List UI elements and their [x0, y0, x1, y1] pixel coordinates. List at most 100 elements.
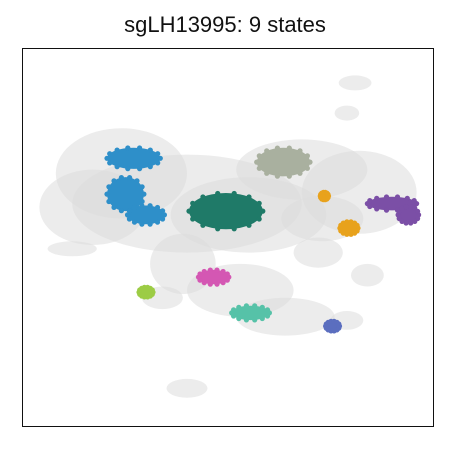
state-cluster — [127, 205, 165, 225]
state-point — [118, 175, 124, 181]
background-cell-region — [338, 75, 372, 91]
state-point — [125, 166, 131, 172]
state-point — [412, 218, 418, 224]
state-point — [256, 200, 262, 206]
state-point — [118, 208, 124, 214]
state-point — [107, 160, 113, 166]
state-point — [147, 164, 153, 170]
state-clusters — [104, 145, 422, 334]
state-point — [124, 212, 131, 218]
background-cell-region — [351, 263, 384, 287]
state-cluster — [107, 177, 144, 212]
state-point — [214, 267, 220, 273]
state-series — [229, 303, 272, 323]
state-point — [383, 194, 390, 200]
state-point — [344, 219, 350, 225]
state-point — [186, 208, 192, 214]
state-point — [155, 160, 161, 166]
state-point — [114, 147, 120, 153]
state-point — [104, 191, 110, 197]
state-point — [111, 178, 117, 184]
state-point — [137, 166, 143, 172]
state-point — [297, 148, 303, 154]
state-point — [139, 221, 145, 227]
state-point — [236, 304, 242, 310]
state-point — [231, 190, 237, 197]
state-point — [404, 195, 410, 201]
state-point — [256, 153, 262, 159]
state-point — [215, 226, 221, 232]
state-point — [154, 219, 161, 225]
state-point — [137, 145, 143, 151]
state-point — [297, 170, 303, 176]
state-cluster — [189, 193, 263, 230]
state-series — [195, 267, 232, 287]
state-point — [231, 226, 237, 232]
state-point — [160, 216, 166, 222]
state-point — [201, 280, 207, 286]
state-point — [214, 281, 220, 287]
state-point — [200, 222, 206, 228]
state-point — [246, 222, 252, 228]
state-point — [197, 271, 203, 277]
state-point — [139, 198, 145, 205]
state-point — [259, 315, 265, 322]
state-point — [274, 145, 280, 151]
state-point — [246, 194, 252, 200]
state-point — [220, 280, 226, 286]
state-point — [224, 271, 230, 277]
state-point — [264, 307, 271, 313]
state-series — [317, 189, 361, 237]
state-cluster — [256, 147, 310, 177]
state-point — [231, 307, 237, 313]
state-point — [220, 268, 226, 275]
state-point — [207, 281, 213, 287]
state-point — [411, 198, 417, 204]
state-cluster — [107, 147, 161, 169]
state-point — [286, 145, 292, 151]
state-point — [274, 173, 280, 179]
state-point — [254, 159, 260, 165]
state-point — [243, 303, 249, 309]
state-point — [403, 204, 409, 210]
state-point — [259, 304, 265, 310]
state-point — [141, 191, 147, 197]
state-point — [157, 155, 163, 161]
state-point — [207, 267, 213, 273]
state-point — [126, 216, 132, 222]
state-point — [354, 222, 360, 228]
state-point — [264, 148, 270, 154]
state-point — [114, 164, 120, 170]
background-cell-region — [166, 378, 208, 398]
background-cell-region — [47, 241, 97, 257]
state-point — [325, 191, 331, 197]
chart-title: sgLH13995: 9 states — [124, 12, 326, 37]
state-series — [323, 318, 343, 334]
state-point — [403, 220, 409, 226]
state-point — [243, 317, 249, 323]
state-point — [131, 204, 138, 211]
state-series — [104, 145, 167, 227]
state-point — [304, 153, 310, 159]
state-point — [147, 221, 153, 227]
state-point — [201, 268, 207, 275]
state-point — [367, 198, 373, 204]
state-point — [252, 317, 258, 323]
state-point — [399, 205, 405, 211]
state-series — [136, 284, 156, 300]
state-series — [254, 145, 313, 179]
state-point — [236, 315, 242, 322]
state-point — [336, 321, 342, 327]
state-point — [125, 145, 131, 151]
state-point — [374, 195, 380, 201]
state-point — [264, 313, 271, 319]
state-point — [161, 212, 167, 218]
state-point — [286, 173, 292, 179]
state-point — [154, 204, 161, 211]
state-point — [307, 159, 313, 165]
state-point — [256, 165, 262, 171]
state-point — [383, 207, 390, 213]
state-point — [111, 204, 117, 210]
state-point — [139, 184, 145, 190]
